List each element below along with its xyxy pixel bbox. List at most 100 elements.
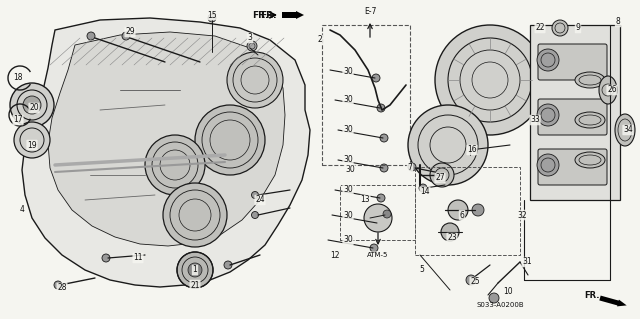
Circle shape — [102, 254, 110, 262]
Text: ATM-5: ATM-5 — [367, 252, 388, 258]
Polygon shape — [22, 18, 310, 287]
Text: 28: 28 — [57, 284, 67, 293]
Circle shape — [227, 52, 283, 108]
Circle shape — [247, 41, 257, 51]
Circle shape — [163, 183, 227, 247]
Circle shape — [54, 281, 62, 289]
Circle shape — [188, 263, 202, 277]
Circle shape — [14, 122, 50, 158]
Text: 16: 16 — [467, 145, 477, 154]
Circle shape — [122, 32, 130, 40]
Ellipse shape — [599, 76, 617, 104]
Circle shape — [430, 163, 454, 187]
Text: S033-A0200B: S033-A0200B — [476, 302, 524, 308]
Text: 3: 3 — [248, 33, 252, 42]
Text: 5: 5 — [420, 265, 424, 275]
Circle shape — [552, 20, 568, 36]
Text: 15: 15 — [207, 11, 217, 19]
Circle shape — [383, 210, 391, 218]
Circle shape — [195, 105, 265, 175]
Text: 10: 10 — [503, 287, 513, 296]
Text: 21: 21 — [190, 280, 200, 290]
FancyArrow shape — [599, 296, 627, 306]
Text: 2: 2 — [317, 35, 323, 44]
Circle shape — [435, 25, 545, 135]
Text: 24: 24 — [255, 196, 265, 204]
Circle shape — [374, 219, 382, 227]
Text: 25: 25 — [470, 278, 480, 286]
Text: 18: 18 — [13, 73, 23, 83]
Text: 33: 33 — [530, 115, 540, 124]
Circle shape — [489, 293, 499, 303]
Text: 1: 1 — [193, 265, 197, 275]
Circle shape — [380, 134, 388, 142]
Text: 11: 11 — [133, 254, 143, 263]
Circle shape — [23, 96, 41, 114]
Circle shape — [372, 74, 380, 82]
Circle shape — [419, 184, 427, 192]
Text: 31: 31 — [522, 257, 532, 266]
Text: 20: 20 — [29, 103, 39, 113]
Circle shape — [472, 204, 484, 216]
Text: 30: 30 — [343, 186, 353, 195]
Circle shape — [10, 83, 54, 127]
Circle shape — [87, 32, 95, 40]
FancyBboxPatch shape — [538, 99, 607, 135]
Text: 7: 7 — [408, 164, 412, 173]
Circle shape — [377, 104, 385, 112]
Text: 27: 27 — [435, 174, 445, 182]
Text: 26: 26 — [607, 85, 617, 94]
Text: 12: 12 — [330, 250, 340, 259]
Text: 22: 22 — [535, 24, 545, 33]
Text: 13: 13 — [360, 196, 370, 204]
Circle shape — [208, 14, 216, 22]
Circle shape — [252, 211, 259, 219]
Circle shape — [537, 154, 559, 176]
Ellipse shape — [575, 112, 605, 128]
Polygon shape — [48, 32, 285, 246]
Circle shape — [441, 223, 459, 241]
Circle shape — [537, 104, 559, 126]
Text: 32: 32 — [517, 211, 527, 219]
Circle shape — [377, 194, 385, 202]
Text: E-7: E-7 — [364, 8, 376, 17]
Text: 4: 4 — [20, 205, 24, 214]
Text: 23: 23 — [447, 234, 457, 242]
Ellipse shape — [615, 114, 635, 146]
Text: 30: 30 — [343, 211, 353, 219]
Text: 14: 14 — [420, 188, 430, 197]
Polygon shape — [530, 25, 620, 200]
Circle shape — [448, 200, 468, 220]
Text: 30: 30 — [345, 166, 355, 174]
Circle shape — [177, 252, 213, 288]
Text: 34: 34 — [623, 125, 633, 135]
Text: 8: 8 — [616, 18, 620, 26]
Text: FR.: FR. — [252, 11, 268, 19]
FancyBboxPatch shape — [538, 44, 607, 80]
Text: 19: 19 — [27, 140, 37, 150]
Circle shape — [408, 105, 488, 185]
Ellipse shape — [575, 152, 605, 168]
Circle shape — [370, 244, 378, 252]
Text: 30: 30 — [343, 125, 353, 135]
Circle shape — [466, 275, 476, 285]
Circle shape — [364, 204, 392, 232]
Circle shape — [252, 191, 259, 198]
Circle shape — [380, 164, 388, 172]
Circle shape — [537, 49, 559, 71]
Circle shape — [145, 135, 205, 195]
Text: 9: 9 — [575, 24, 580, 33]
Circle shape — [224, 261, 232, 269]
Text: 30: 30 — [343, 155, 353, 165]
Text: 30: 30 — [343, 95, 353, 105]
Ellipse shape — [575, 72, 605, 88]
Circle shape — [408, 163, 416, 171]
Text: 30: 30 — [343, 235, 353, 244]
Text: FR.: FR. — [584, 292, 600, 300]
Text: 30: 30 — [343, 68, 353, 77]
Text: 6: 6 — [460, 211, 465, 219]
Text: FR.: FR. — [260, 11, 276, 19]
FancyBboxPatch shape — [538, 149, 607, 185]
Text: 29: 29 — [125, 27, 135, 36]
Text: 17: 17 — [13, 115, 23, 124]
